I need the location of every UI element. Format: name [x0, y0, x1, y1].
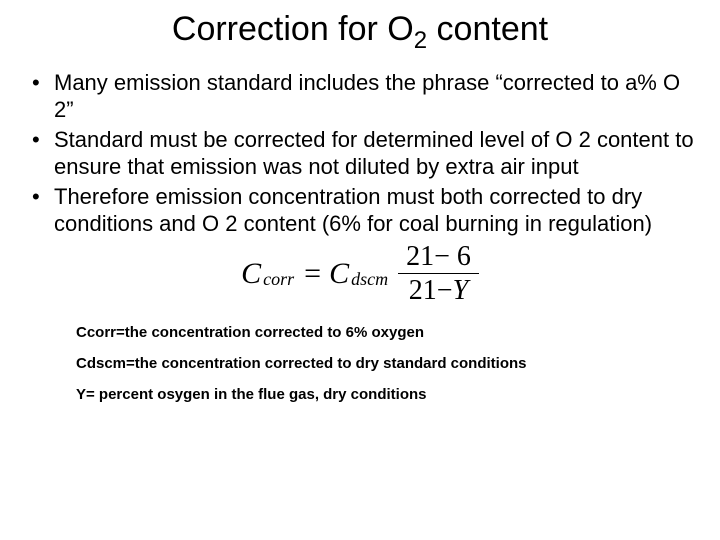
slide: Correction for O2 content Many emission …: [0, 0, 720, 540]
title-sub: 2: [414, 27, 427, 54]
formula-rhs1-sub: dscm: [349, 269, 390, 290]
formula-rhs1-sym: C: [329, 257, 349, 291]
list-item: Many emission standard includes the phra…: [26, 69, 694, 124]
list-item: Therefore emission concentration must bo…: [26, 183, 694, 238]
formula-lhs-sub: corr: [261, 269, 296, 290]
den-pre: 21−: [409, 275, 453, 306]
note-line: Cdscm=the concentration corrected to dry…: [76, 355, 694, 372]
bullet-list: Many emission standard includes the phra…: [26, 69, 694, 238]
formula: Ccorr = Cdscm 21− 6 21−Y: [241, 240, 479, 308]
note-line: Y= percent osygen in the flue gas, dry c…: [76, 386, 694, 403]
formula-denominator: 21−Y: [401, 274, 476, 308]
notes-block: Ccorr=the concentration corrected to 6% …: [26, 324, 694, 403]
den-var: Y: [453, 275, 469, 306]
formula-lhs-sym: C: [241, 257, 261, 291]
list-item: Standard must be corrected for determine…: [26, 126, 694, 181]
formula-numerator: 21− 6: [398, 240, 479, 274]
page-title: Correction for O2 content: [26, 10, 694, 55]
title-post: content: [427, 10, 548, 48]
title-pre: Correction for O: [172, 10, 414, 48]
formula-block: Ccorr = Cdscm 21− 6 21−Y: [26, 240, 694, 308]
formula-fraction: 21− 6 21−Y: [398, 240, 479, 308]
note-line: Ccorr=the concentration corrected to 6% …: [76, 324, 694, 341]
formula-eq: =: [296, 257, 329, 291]
